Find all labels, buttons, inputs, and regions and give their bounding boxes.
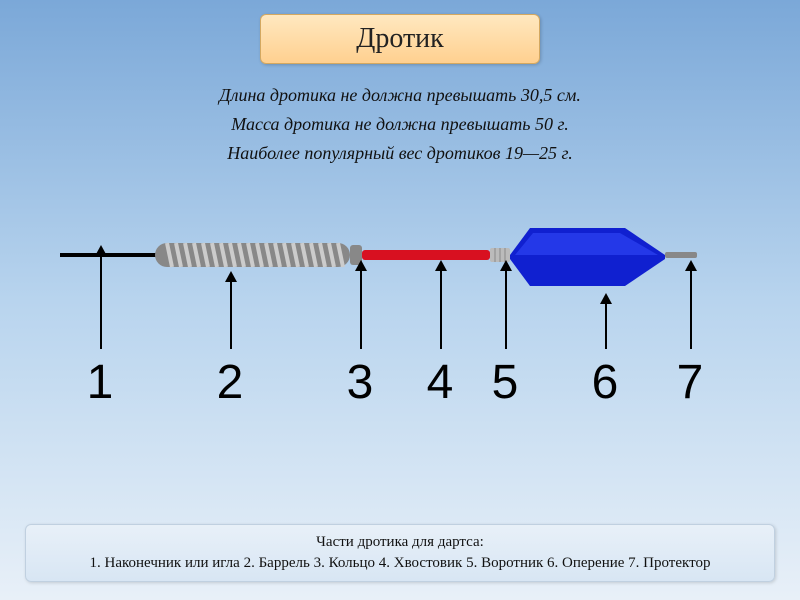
part-number-3: 3 (347, 355, 374, 410)
part-number-4: 4 (427, 355, 454, 410)
part-number-1: 1 (87, 355, 114, 410)
callout-arrow-7 (690, 270, 692, 349)
callout-arrow-2 (230, 281, 232, 349)
callout-arrow-1 (100, 255, 102, 349)
callout-arrow-5 (505, 270, 507, 349)
dart-diagram: 1 2 345 6 7 (60, 225, 740, 505)
callout-arrow-6 (605, 303, 607, 349)
part-number-2: 2 (217, 355, 244, 410)
title-text: Дротик (356, 23, 444, 55)
dart-svg (60, 225, 740, 305)
part-number-6: 6 (592, 355, 619, 410)
callout-arrow-3 (360, 270, 362, 349)
intro-text: Длина дротика не должна превышать 30,5 с… (0, 80, 800, 169)
dart-shaft (362, 250, 490, 260)
legend-items: 1. Наконечник или игла 2. Баррель 3. Кол… (90, 553, 711, 574)
callout-arrow-4 (440, 270, 442, 349)
intro-line-2: Масса дротика не должна превышать 50 г. (0, 111, 800, 138)
part-number-5: 5 (492, 355, 519, 410)
title-box: Дротик (260, 14, 540, 64)
legend-box: Части дротика для дартса: 1. Наконечник … (25, 524, 775, 582)
part-number-7: 7 (677, 355, 704, 410)
intro-line-3: Наиболее популярный вес дротиков 19—25 г… (0, 140, 800, 167)
dart-protector (665, 252, 697, 258)
intro-line-1: Длина дротика не должна превышать 30,5 с… (0, 82, 800, 109)
legend-heading: Части дротика для дартса: (316, 532, 484, 553)
